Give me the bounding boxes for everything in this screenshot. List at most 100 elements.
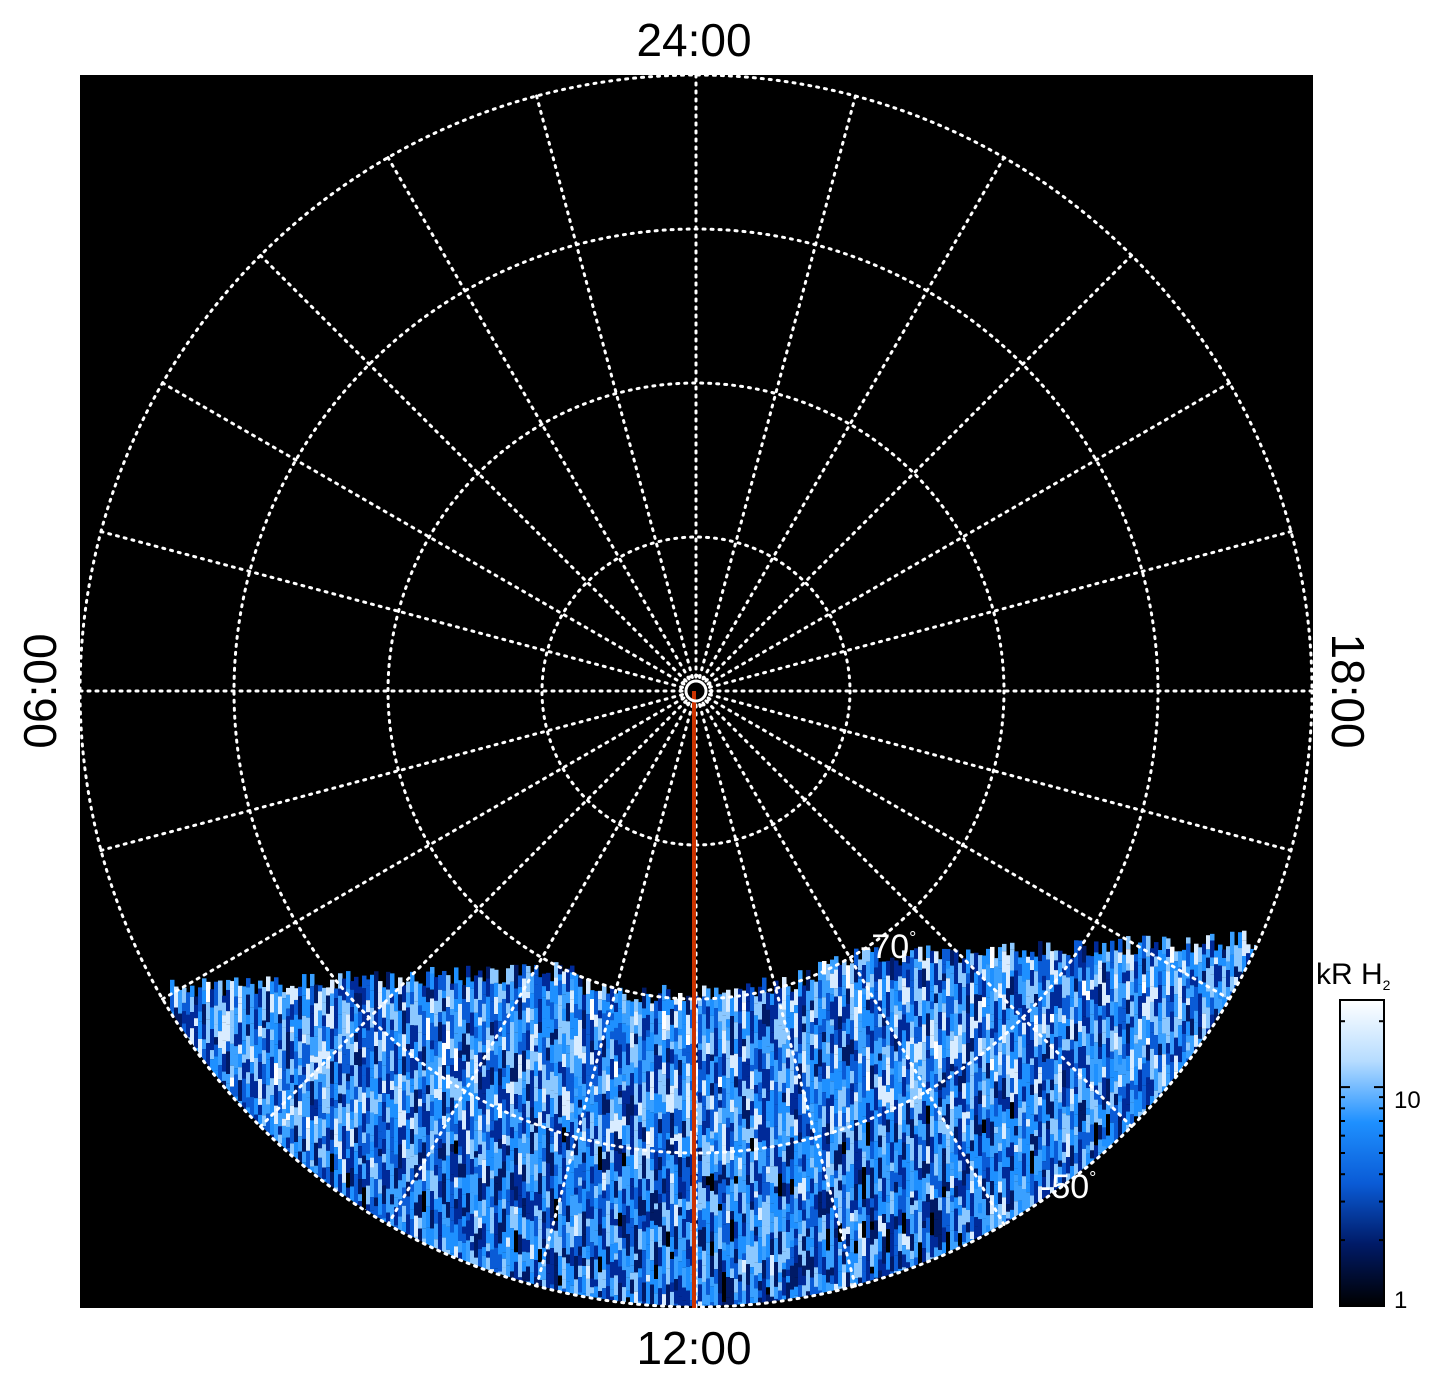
- emission-pixel: [710, 1190, 715, 1213]
- emission-pixel: [738, 1079, 743, 1097]
- emission-pixel: [950, 1195, 955, 1202]
- emission-pixel: [1010, 1156, 1015, 1171]
- emission-pixel: [642, 1301, 647, 1306]
- emission-pixel: [446, 996, 451, 1008]
- emission-pixel: [698, 1043, 703, 1050]
- emission-pixel: [1026, 1192, 1031, 1210]
- emission-pixel: [514, 1148, 519, 1165]
- emission-pixel: [610, 1013, 615, 1021]
- emission-pixel: [730, 1241, 735, 1258]
- emission-pixel: [414, 1215, 419, 1237]
- emission-pixel: [950, 1201, 955, 1212]
- emission-pixel: [598, 1256, 603, 1273]
- emission-pixel: [498, 1046, 503, 1069]
- emission-pixel: [810, 1145, 815, 1158]
- emission-pixel: [450, 1194, 455, 1208]
- emission-pixel: [822, 1042, 827, 1063]
- emission-pixel: [854, 1060, 859, 1084]
- emission-pixel: [602, 1114, 607, 1137]
- emission-pixel: [326, 1150, 331, 1168]
- emission-pixel: [602, 1093, 607, 1115]
- emission-pixel: [946, 960, 951, 969]
- emission-pixel: [834, 969, 839, 989]
- emission-pixel: [438, 1158, 443, 1168]
- emission-pixel: [654, 1209, 659, 1226]
- emission-pixel: [858, 1031, 863, 1054]
- emission-pixel: [930, 950, 935, 964]
- emission-pixel: [630, 1032, 635, 1048]
- emission-pixel: [626, 1085, 631, 1104]
- emission-pixel: [678, 1261, 683, 1276]
- emission-pixel: [426, 1152, 431, 1171]
- emission-pixel: [854, 1278, 859, 1286]
- emission-pixel: [478, 1153, 483, 1165]
- emission-pixel: [674, 1290, 679, 1304]
- emission-pixel: [834, 1178, 839, 1198]
- emission-pixel: [462, 1233, 467, 1243]
- emission-pixel: [458, 1026, 463, 1042]
- emission-pixel: [938, 1011, 943, 1029]
- emission-pixel: [558, 1256, 563, 1276]
- emission-pixel: [798, 1221, 803, 1235]
- emission-pixel: [918, 1242, 923, 1266]
- emission-pixel: [410, 1209, 415, 1220]
- emission-pixel: [722, 1088, 727, 1108]
- emission-pixel: [786, 1275, 791, 1283]
- emission-pixel: [706, 1028, 711, 1043]
- emission-pixel: [918, 1059, 923, 1067]
- emission-pixel: [478, 1201, 483, 1218]
- emission-pixel: [882, 1154, 887, 1178]
- emission-pixel: [630, 1265, 635, 1273]
- emission-pixel: [486, 966, 491, 979]
- emission-pixel: [278, 1126, 283, 1135]
- emission-pixel: [682, 1309, 687, 1323]
- emission-pixel: [826, 1112, 831, 1124]
- emission-pixel: [802, 1137, 807, 1155]
- emission-pixel: [198, 987, 203, 1012]
- emission-pixel: [450, 1015, 455, 1039]
- emission-pixel: [858, 1063, 863, 1083]
- emission-pixel: [742, 1259, 747, 1273]
- emission-pixel: [918, 1099, 923, 1114]
- emission-pixel: [918, 1225, 923, 1243]
- emission-pixel: [910, 1107, 915, 1120]
- emission-pixel: [1022, 1005, 1027, 1023]
- emission-pixel: [382, 1051, 387, 1066]
- emission-pixel: [462, 985, 467, 999]
- emission-pixel: [602, 1070, 607, 1094]
- emission-pixel: [454, 1088, 459, 1101]
- emission-pixel: [954, 1035, 959, 1059]
- emission-pixel: [466, 1220, 471, 1241]
- emission-pixel: [718, 1057, 723, 1077]
- emission-pixel: [494, 1020, 499, 1042]
- emission-pixel: [874, 1238, 879, 1255]
- emission-pixel: [570, 1112, 575, 1123]
- emission-pixel: [474, 1120, 479, 1131]
- emission-pixel: [194, 1004, 199, 1019]
- emission-pixel: [902, 1030, 907, 1050]
- emission-pixel: [842, 975, 847, 987]
- emission-pixel: [206, 1043, 211, 1068]
- emission-pixel: [898, 1310, 903, 1327]
- emission-pixel: [362, 1155, 367, 1164]
- emission-pixel: [538, 1173, 543, 1194]
- emission-pixel: [666, 1284, 671, 1306]
- emission-pixel: [246, 1083, 251, 1098]
- emission-pixel: [994, 1055, 999, 1072]
- emission-pixel: [378, 1116, 383, 1132]
- emission-pixel: [838, 1028, 843, 1048]
- emission-pixel: [462, 1226, 467, 1234]
- emission-pixel: [790, 1093, 795, 1115]
- emission-pixel: [858, 1013, 863, 1022]
- emission-pixel: [258, 980, 263, 989]
- emission-pixel: [814, 1064, 819, 1077]
- emission-pixel: [758, 1290, 763, 1298]
- emission-pixel: [978, 1124, 983, 1136]
- emission-pixel: [618, 1226, 623, 1238]
- emission-pixel: [790, 1289, 795, 1306]
- emission-pixel: [534, 1038, 539, 1046]
- emission-pixel: [606, 1099, 611, 1113]
- emission-pixel: [1006, 1211, 1011, 1219]
- emission-pixel: [658, 1240, 663, 1248]
- emission-pixel: [750, 1115, 755, 1128]
